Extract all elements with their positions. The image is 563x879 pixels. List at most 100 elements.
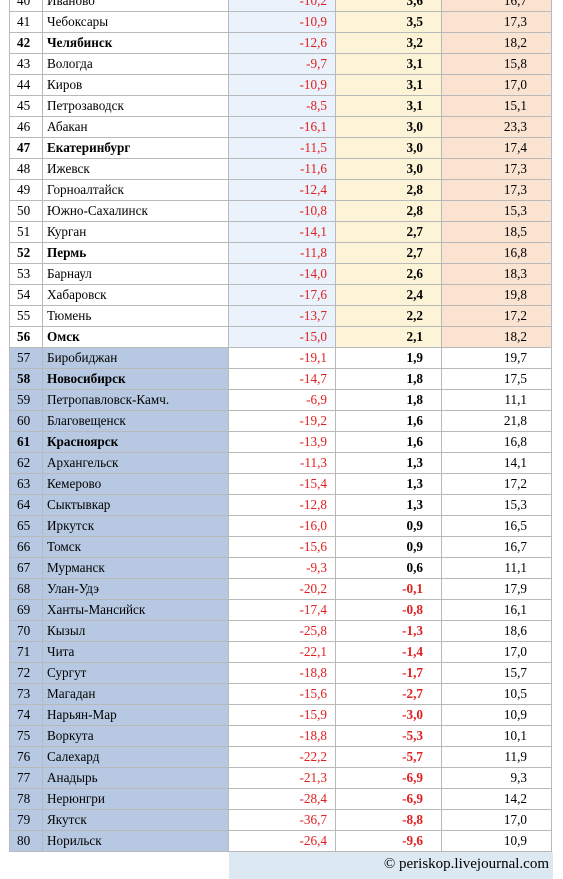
rank-cell[interactable]: 48 — [9, 159, 43, 180]
rank-cell[interactable]: 76 — [9, 747, 43, 768]
winter-temp-cell[interactable]: -15,4 — [229, 474, 336, 495]
city-cell[interactable]: Благовещенск — [43, 411, 229, 432]
annual-temp-cell[interactable]: 3,1 — [336, 96, 442, 117]
summer-temp-cell[interactable]: 17,3 — [442, 159, 552, 180]
winter-temp-cell[interactable]: -28,4 — [229, 789, 336, 810]
city-cell[interactable]: Мурманск — [43, 558, 229, 579]
rank-cell[interactable]: 64 — [9, 495, 43, 516]
summer-temp-cell[interactable]: 16,1 — [442, 600, 552, 621]
winter-temp-cell[interactable]: -9,3 — [229, 558, 336, 579]
annual-temp-cell[interactable]: -6,9 — [336, 768, 442, 789]
annual-temp-cell[interactable]: 2,6 — [336, 264, 442, 285]
winter-temp-cell[interactable]: -18,8 — [229, 726, 336, 747]
city-cell[interactable]: Петропавловск-Камч. — [43, 390, 229, 411]
city-cell[interactable]: Иваново — [43, 0, 229, 12]
summer-temp-cell[interactable]: 19,7 — [442, 348, 552, 369]
winter-temp-cell[interactable]: -11,6 — [229, 159, 336, 180]
rank-cell[interactable]: 52 — [9, 243, 43, 264]
winter-temp-cell[interactable]: -16,1 — [229, 117, 336, 138]
summer-temp-cell[interactable]: 9,3 — [442, 768, 552, 789]
annual-temp-cell[interactable]: -6,9 — [336, 789, 442, 810]
winter-temp-cell[interactable]: -14,7 — [229, 369, 336, 390]
summer-temp-cell[interactable]: 15,3 — [442, 201, 552, 222]
rank-cell[interactable]: 79 — [9, 810, 43, 831]
summer-temp-cell[interactable]: 10,5 — [442, 684, 552, 705]
city-cell[interactable]: Вологда — [43, 54, 229, 75]
rank-cell[interactable]: 74 — [9, 705, 43, 726]
city-cell[interactable]: Чебоксары — [43, 12, 229, 33]
rank-cell[interactable]: 55 — [9, 306, 43, 327]
rank-cell[interactable]: 72 — [9, 663, 43, 684]
summer-temp-cell[interactable]: 17,5 — [442, 369, 552, 390]
city-cell[interactable]: Ханты-Мансийск — [43, 600, 229, 621]
winter-temp-cell[interactable]: -21,3 — [229, 768, 336, 789]
annual-temp-cell[interactable]: 3,6 — [336, 0, 442, 12]
summer-temp-cell[interactable]: 17,0 — [442, 810, 552, 831]
winter-temp-cell[interactable]: -13,9 — [229, 432, 336, 453]
annual-temp-cell[interactable]: 1,6 — [336, 411, 442, 432]
rank-cell[interactable]: 68 — [9, 579, 43, 600]
summer-temp-cell[interactable]: 21,8 — [442, 411, 552, 432]
city-cell[interactable]: Курган — [43, 222, 229, 243]
rank-cell[interactable]: 70 — [9, 621, 43, 642]
city-cell[interactable]: Иркутск — [43, 516, 229, 537]
winter-temp-cell[interactable]: -16,0 — [229, 516, 336, 537]
rank-cell[interactable]: 75 — [9, 726, 43, 747]
annual-temp-cell[interactable]: 3,0 — [336, 159, 442, 180]
annual-temp-cell[interactable]: 2,7 — [336, 243, 442, 264]
annual-temp-cell[interactable]: 3,0 — [336, 117, 442, 138]
annual-temp-cell[interactable]: -1,4 — [336, 642, 442, 663]
annual-temp-cell[interactable]: 2,8 — [336, 180, 442, 201]
winter-temp-cell[interactable]: -10,2 — [229, 0, 336, 12]
summer-temp-cell[interactable]: 18,2 — [442, 33, 552, 54]
summer-temp-cell[interactable]: 17,0 — [442, 75, 552, 96]
city-cell[interactable]: Петрозаводск — [43, 96, 229, 117]
rank-cell[interactable]: 73 — [9, 684, 43, 705]
winter-temp-cell[interactable]: -17,6 — [229, 285, 336, 306]
winter-temp-cell[interactable]: -15,9 — [229, 705, 336, 726]
annual-temp-cell[interactable]: 1,3 — [336, 495, 442, 516]
rank-cell[interactable]: 71 — [9, 642, 43, 663]
annual-temp-cell[interactable]: 0,6 — [336, 558, 442, 579]
summer-temp-cell[interactable]: 11,1 — [442, 558, 552, 579]
city-cell[interactable]: Норильск — [43, 831, 229, 852]
city-cell[interactable]: Кемерово — [43, 474, 229, 495]
summer-temp-cell[interactable]: 16,8 — [442, 243, 552, 264]
city-cell[interactable]: Пермь — [43, 243, 229, 264]
rank-cell[interactable]: 58 — [9, 369, 43, 390]
rank-cell[interactable]: 77 — [9, 768, 43, 789]
annual-temp-cell[interactable]: 2,7 — [336, 222, 442, 243]
summer-temp-cell[interactable]: 10,1 — [442, 726, 552, 747]
summer-temp-cell[interactable]: 17,0 — [442, 642, 552, 663]
winter-temp-cell[interactable]: -15,0 — [229, 327, 336, 348]
rank-cell[interactable]: 51 — [9, 222, 43, 243]
annual-temp-cell[interactable]: -1,3 — [336, 621, 442, 642]
rank-cell[interactable]: 43 — [9, 54, 43, 75]
winter-temp-cell[interactable]: -22,2 — [229, 747, 336, 768]
summer-temp-cell[interactable]: 11,9 — [442, 747, 552, 768]
winter-temp-cell[interactable]: -18,8 — [229, 663, 336, 684]
rank-cell[interactable]: 62 — [9, 453, 43, 474]
city-cell[interactable]: Чита — [43, 642, 229, 663]
rank-cell[interactable]: 45 — [9, 96, 43, 117]
city-cell[interactable]: Екатеринбург — [43, 138, 229, 159]
winter-temp-cell[interactable]: -10,8 — [229, 201, 336, 222]
rank-cell[interactable]: 56 — [9, 327, 43, 348]
summer-temp-cell[interactable]: 18,5 — [442, 222, 552, 243]
summer-temp-cell[interactable]: 10,9 — [442, 705, 552, 726]
winter-temp-cell[interactable]: -17,4 — [229, 600, 336, 621]
winter-temp-cell[interactable]: -36,7 — [229, 810, 336, 831]
city-cell[interactable]: Горноалтайск — [43, 180, 229, 201]
rank-cell[interactable]: 66 — [9, 537, 43, 558]
annual-temp-cell[interactable]: -5,7 — [336, 747, 442, 768]
winter-temp-cell[interactable]: -15,6 — [229, 537, 336, 558]
rank-cell[interactable]: 40 — [9, 0, 43, 12]
winter-temp-cell[interactable]: -22,1 — [229, 642, 336, 663]
city-cell[interactable]: Абакан — [43, 117, 229, 138]
annual-temp-cell[interactable]: 0,9 — [336, 516, 442, 537]
summer-temp-cell[interactable]: 23,3 — [442, 117, 552, 138]
rank-cell[interactable]: 78 — [9, 789, 43, 810]
rank-cell[interactable]: 46 — [9, 117, 43, 138]
summer-temp-cell[interactable]: 18,2 — [442, 327, 552, 348]
annual-temp-cell[interactable]: 3,0 — [336, 138, 442, 159]
